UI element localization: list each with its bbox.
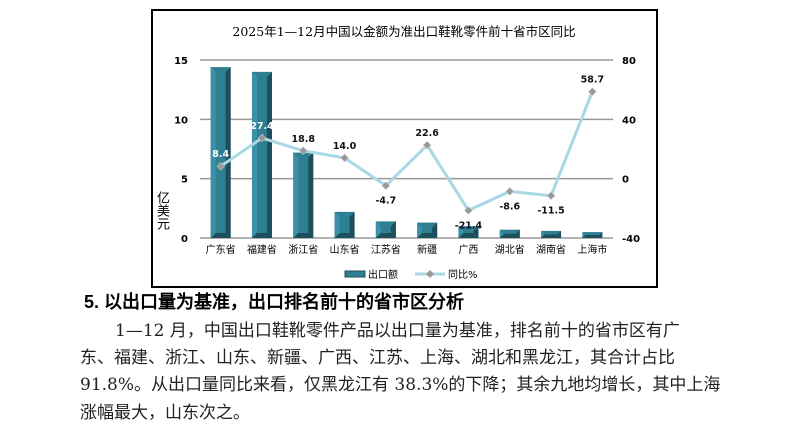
x-tick-label: 湖北省 — [495, 243, 525, 256]
chart-frame — [151, 9, 658, 288]
bar-bevel — [251, 233, 272, 238]
x-tick-label: 新疆 — [417, 243, 437, 256]
section-heading: 5. 以出口量为基准，出口排名前十的省市区分析 — [84, 292, 465, 312]
paragraph-line: 91.8%。从出口量同比来看，仅黑龙江有 38.3%的下降；其余九地均增长，其中… — [80, 375, 721, 395]
data-label: -4.7 — [375, 196, 396, 207]
yoy-marker — [257, 133, 267, 143]
bar-bevel — [210, 67, 216, 239]
bar-bevel — [417, 233, 438, 238]
x-tick-label: 山东省 — [330, 243, 360, 256]
bar-bevel — [375, 233, 396, 238]
bar-bevel — [308, 152, 314, 238]
data-label: -11.5 — [537, 206, 564, 217]
x-tick-label: 浙江省 — [288, 243, 318, 256]
bar-bevel — [599, 232, 603, 238]
y2-tick-label: 80 — [622, 56, 636, 67]
bar-bevel — [293, 233, 314, 238]
y-axis-label: 亿美元 — [154, 191, 169, 230]
yoy-marker — [381, 181, 391, 190]
bar-bevel — [458, 233, 479, 238]
data-label: 14.0 — [333, 141, 357, 152]
x-tick-label: 广西 — [458, 244, 478, 256]
y2-tick-label: 40 — [622, 115, 636, 126]
bar-bevel — [473, 226, 479, 238]
bar-bevel — [266, 71, 272, 238]
export-chart: 2025年1—12月中国以金额为准出口鞋靴零件前十省市区同比 0 5 10 15 -40… — [151, 9, 658, 288]
bar-bevel — [293, 152, 299, 238]
data-label: -8.6 — [499, 201, 520, 212]
bar-bevel — [458, 226, 464, 238]
legend-bar-swatch — [344, 270, 366, 278]
bar-bevel — [334, 233, 355, 238]
yoy-line — [219, 91, 594, 213]
legend-bar-label: 出口额 — [368, 268, 398, 281]
data-label: 18.8 — [292, 134, 316, 145]
bar — [458, 226, 479, 238]
chart-title: 2025年1—12月中国以金额为准出口鞋靴零件前十省市区同比 — [232, 24, 575, 39]
yoy-marker — [587, 87, 597, 96]
y-tick-label: 0 — [181, 234, 188, 245]
paragraph-line: 涨幅最大，山东次之。 — [80, 403, 250, 423]
y-tick-label: 10 — [174, 115, 188, 126]
data-label: 27.4 — [250, 121, 274, 132]
bar-bevel — [432, 222, 438, 238]
bar-bevel — [557, 230, 562, 238]
y2-tick-label: 0 — [622, 175, 629, 186]
bar-bevel — [210, 233, 231, 238]
yoy-marker — [298, 146, 308, 156]
bar-bevel — [251, 71, 257, 238]
y-tick-label: 15 — [174, 56, 188, 67]
bar-bevel — [582, 235, 603, 238]
x-tick-label: 福建省 — [247, 243, 277, 256]
legend: 出口额 同比% — [344, 268, 478, 281]
bar-bevel — [515, 229, 520, 238]
bar-bevel — [225, 67, 231, 239]
x-tick-label: 湖南省 — [536, 243, 566, 256]
y2-tick-label: -40 — [622, 234, 640, 245]
paragraph-line: 东、福建、浙江、山东、新疆、广西、江苏、上海、湖北和黑龙江，其合计占比 — [80, 348, 675, 368]
bar-bevel — [349, 211, 355, 238]
bar-bevel — [582, 232, 586, 238]
bar-bevel — [541, 230, 545, 238]
bar-bevel — [375, 221, 381, 238]
bar-bevel — [499, 229, 504, 238]
data-label: -21.4 — [455, 220, 483, 231]
bar-bevel — [334, 211, 340, 238]
yoy-marker — [464, 206, 473, 215]
bar — [582, 232, 603, 238]
yoy-marker — [546, 191, 556, 201]
paragraph-line: 1—12 月，中国出口鞋靴零件产品以出口量为基准，排名前十的省市区有广 — [115, 321, 680, 341]
yoy-marker — [422, 140, 432, 150]
data-label: 8.4 — [212, 149, 229, 160]
data-label: 58.7 — [581, 75, 604, 86]
bar-bevel — [417, 222, 423, 238]
yoy-marker — [340, 153, 349, 163]
x-tick-label: 江苏省 — [371, 243, 401, 256]
x-tick-label: 广东省 — [206, 243, 236, 256]
bar-bevel — [541, 234, 562, 238]
legend-line-marker — [426, 270, 434, 278]
yoy-marker — [505, 187, 515, 196]
y-tick-label: 5 — [181, 175, 188, 186]
data-label: 22.6 — [415, 128, 439, 139]
legend-line-label: 同比% — [448, 269, 478, 281]
yoy-marker — [216, 161, 226, 171]
bar-bevel — [499, 233, 520, 238]
x-tick-label: 上海市 — [577, 243, 607, 256]
bar-bevel — [390, 221, 396, 238]
